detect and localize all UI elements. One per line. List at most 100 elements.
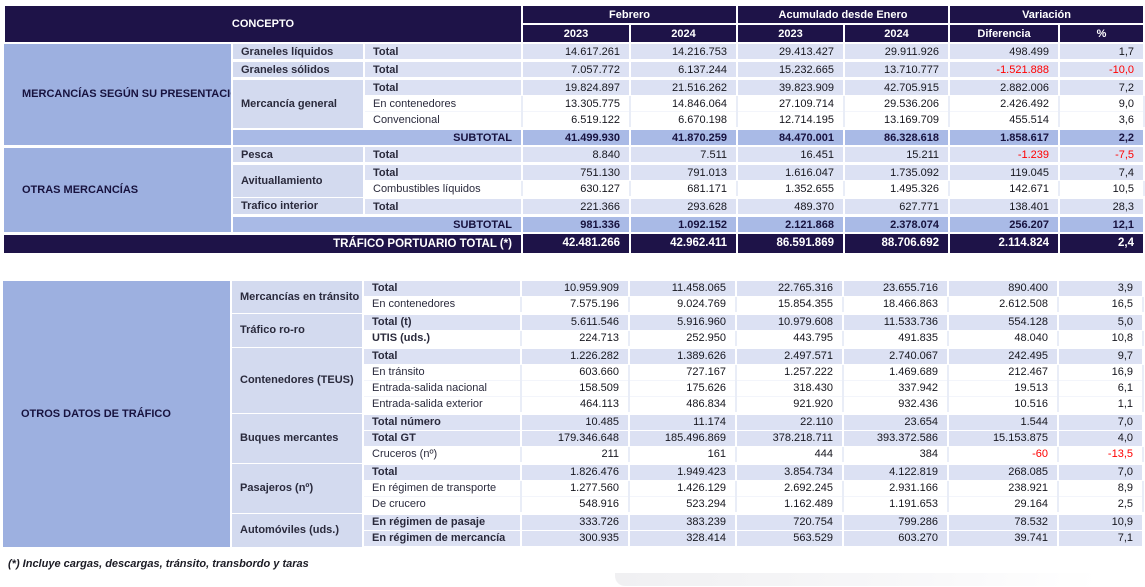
value-cell: 1.616.047 — [737, 163, 845, 181]
value-cell: 300.935 — [521, 530, 630, 549]
value-cell: 7.575.196 — [521, 296, 630, 315]
value-cell: -10,0 — [1059, 60, 1145, 80]
grand-total-value: 2,4 — [1059, 233, 1145, 254]
row-label: Total — [363, 463, 522, 481]
value-cell: 7,1 — [1058, 530, 1144, 549]
grand-total-value: 42.962.411 — [630, 233, 738, 254]
value-cell: 252.950 — [629, 330, 737, 349]
value-cell: 921.920 — [736, 396, 844, 415]
value-cell: 23.655.716 — [843, 280, 949, 297]
value-cell: 2.497.571 — [736, 347, 844, 365]
value-cell: 1.277.560 — [521, 480, 630, 497]
value-cell: 1.426.129 — [629, 480, 737, 497]
value-cell: -1.521.888 — [949, 60, 1061, 80]
value-cell: 489.370 — [737, 197, 845, 217]
value-cell: 29.911.926 — [844, 43, 951, 62]
row-label: En contenedores — [364, 95, 523, 112]
row-label: Entrada-salida nacional — [363, 380, 522, 397]
section-gap — [3, 254, 1145, 281]
value-cell: 1.826.476 — [521, 463, 630, 481]
grand-total-label: TRÁFICO PORTUARIO TOTAL (*) — [4, 233, 523, 254]
value-cell: 1.352.655 — [737, 180, 845, 199]
row-label: Total — [364, 78, 523, 96]
value-cell: 3,9 — [1058, 280, 1144, 297]
value-cell: 720.754 — [736, 513, 844, 531]
acumulado-group-header: Acumulado desde Enero — [735, 4, 951, 25]
value-cell: 7.057.772 — [522, 60, 631, 80]
value-cell: 48.040 — [948, 330, 1059, 349]
value-cell: 1.495.326 — [844, 180, 951, 199]
subtotal-value: 2.121.868 — [737, 215, 845, 234]
value-cell: 8.840 — [522, 146, 631, 165]
grand-total-value: 42.481.266 — [522, 233, 631, 254]
value-cell: 22.765.316 — [736, 280, 844, 297]
value-cell: 185.496.869 — [629, 430, 737, 447]
value-cell: 10,5 — [1059, 180, 1145, 199]
row-label: En régimen de mercancía — [363, 530, 522, 549]
subtotal-row: SUBTOTAL 981.336 1.092.152 2.121.868 2.378.0… — [4, 215, 1145, 234]
grand-total-value: 86.591.869 — [737, 233, 845, 254]
value-cell: 3,6 — [1059, 111, 1145, 130]
row-label: En régimen de transporte — [363, 480, 522, 497]
value-cell: 727.167 — [629, 364, 737, 381]
subtotal-label: SUBTOTAL — [232, 128, 523, 147]
value-cell: 29.413.427 — [737, 43, 845, 62]
value-cell: 29.164 — [948, 496, 1059, 515]
value-cell: 1,1 — [1058, 396, 1144, 415]
value-cell: 751.130 — [522, 163, 631, 181]
value-cell: 175.626 — [629, 380, 737, 397]
category-label: Contenedores (TEUS) — [231, 347, 364, 414]
value-cell: 119.045 — [949, 163, 1061, 181]
row-label: Total — [364, 60, 523, 80]
subtotal-row: SUBTOTAL 41.499.930 41.870.259 84.470.001 86… — [4, 128, 1145, 147]
value-cell: 486.834 — [629, 396, 737, 415]
row-label: Total GT — [363, 430, 522, 447]
value-cell: 443.795 — [736, 330, 844, 349]
value-cell: 337.942 — [843, 380, 949, 397]
value-cell: 42.705.915 — [844, 78, 951, 96]
category-label: Pasajeros (nº) — [231, 463, 364, 514]
row-label: Cruceros (nº) — [363, 446, 522, 465]
value-cell: 39.741 — [948, 530, 1059, 549]
value-cell: 7,0 — [1058, 463, 1144, 481]
value-cell: 932.436 — [843, 396, 949, 415]
value-cell: 15.854.355 — [736, 296, 844, 315]
value-cell: 11.174 — [629, 413, 737, 431]
value-cell: 1.257.222 — [736, 364, 844, 381]
value-cell: 464.113 — [521, 396, 630, 415]
row-label: Total — [364, 197, 523, 217]
value-cell: 10.516 — [948, 396, 1059, 415]
febrero-group-header: Febrero — [521, 4, 738, 25]
value-cell: 9,7 — [1058, 347, 1144, 365]
value-cell: 39.823.909 — [737, 78, 845, 96]
value-cell: 318.430 — [736, 380, 844, 397]
variacion-group-header: Variación — [948, 4, 1145, 25]
other-traffic-table: OTROS DATOS DE TRÁFICO Mercancías en trán… — [3, 280, 1144, 549]
section-label: OTROS DATOS DE TRÁFICO — [3, 280, 232, 548]
row-label: En contenedores — [363, 296, 522, 315]
value-cell: 491.835 — [843, 330, 949, 349]
category-label: Tráfico ro-ro — [231, 313, 364, 348]
value-cell: -7,5 — [1059, 146, 1145, 165]
value-cell: 13.305.775 — [522, 95, 631, 112]
value-cell: 6.137.244 — [630, 60, 738, 80]
value-cell: 10,8 — [1058, 330, 1144, 349]
row-label: De crucero — [363, 496, 522, 515]
value-cell: 1.191.653 — [843, 496, 949, 515]
value-cell: -1.239 — [949, 146, 1061, 165]
value-cell: 4.122.819 — [843, 463, 949, 481]
value-cell: 1.469.689 — [843, 364, 949, 381]
value-cell: 455.514 — [949, 111, 1061, 130]
value-cell: 158.509 — [521, 380, 630, 397]
value-cell: 238.921 — [948, 480, 1059, 497]
value-cell: 268.085 — [948, 463, 1059, 481]
main-traffic-table: CONCEPTO Febrero Acumulado desde Enero V… — [3, 4, 1145, 254]
value-cell: 2.740.067 — [843, 347, 949, 365]
value-cell: 11.533.736 — [843, 313, 949, 331]
value-cell: 142.671 — [949, 180, 1061, 199]
value-cell: 15.232.665 — [737, 60, 845, 80]
value-cell: 1.544 — [948, 413, 1059, 431]
row-label: Entrada-salida exterior — [363, 396, 522, 415]
value-cell: 14.846.064 — [630, 95, 738, 112]
row-label: En régimen de pasaje — [363, 513, 522, 531]
